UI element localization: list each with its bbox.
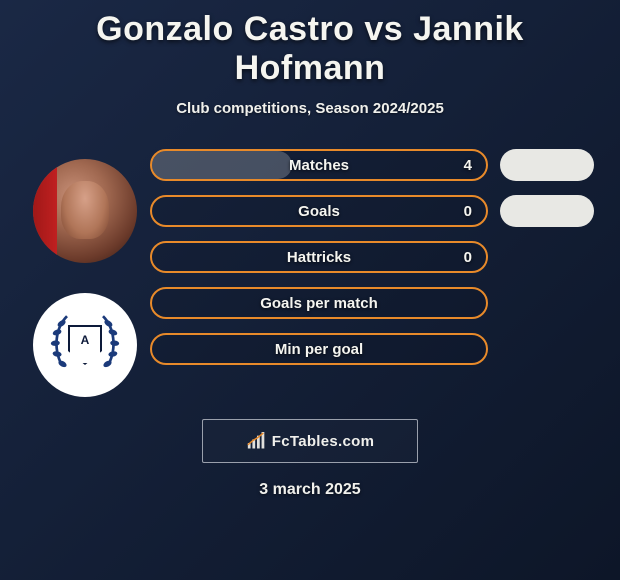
stat-bar: Min per goal <box>150 333 488 365</box>
stat-bar: Goals 0 <box>150 195 488 227</box>
comparison-pill <box>500 195 594 227</box>
stat-value: 4 <box>464 157 472 174</box>
stat-row: Min per goal <box>150 333 594 365</box>
stat-bar: Matches 4 <box>150 149 488 181</box>
stat-label: Min per goal <box>275 341 363 358</box>
stat-bar: Goals per match <box>150 287 488 319</box>
stat-row: Goals 0 <box>150 195 594 227</box>
bar-chart-icon <box>246 432 268 450</box>
infographic-root: Gonzalo Castro vs Jannik Hofmann Club co… <box>0 0 620 507</box>
comparison-pill <box>500 149 594 181</box>
club-crest: A <box>33 293 137 397</box>
stat-bar: Hattricks 0 <box>150 241 488 273</box>
brand-text: FcTables.com <box>272 433 375 450</box>
left-column: A <box>20 149 150 397</box>
stat-label: Matches <box>289 157 349 174</box>
stat-bars: Matches 4 Goals 0 Hattricks 0 Goals per match M… <box>150 149 600 365</box>
stat-bar-fill <box>152 151 292 179</box>
player-photo <box>33 159 137 263</box>
stat-row: Hattricks 0 <box>150 241 594 273</box>
title: Gonzalo Castro vs Jannik Hofmann <box>20 10 600 88</box>
stat-label: Goals <box>298 203 340 220</box>
pill-spacer <box>500 287 594 319</box>
pill-spacer <box>500 333 594 365</box>
stat-value: 0 <box>464 249 472 266</box>
subtitle: Club competitions, Season 2024/2025 <box>20 100 600 117</box>
date: 3 march 2025 <box>20 481 600 499</box>
stat-label: Goals per match <box>260 295 378 312</box>
stat-label: Hattricks <box>287 249 351 266</box>
crest-letter: A <box>81 333 90 347</box>
brand-box: FcTables.com <box>202 419 418 463</box>
pill-spacer <box>500 241 594 273</box>
content-area: A Matches 4 Goals 0 Hattricks 0 Goals per matc… <box>20 149 600 397</box>
stat-row: Matches 4 <box>150 149 594 181</box>
stat-row: Goals per match <box>150 287 594 319</box>
stat-value: 0 <box>464 203 472 220</box>
